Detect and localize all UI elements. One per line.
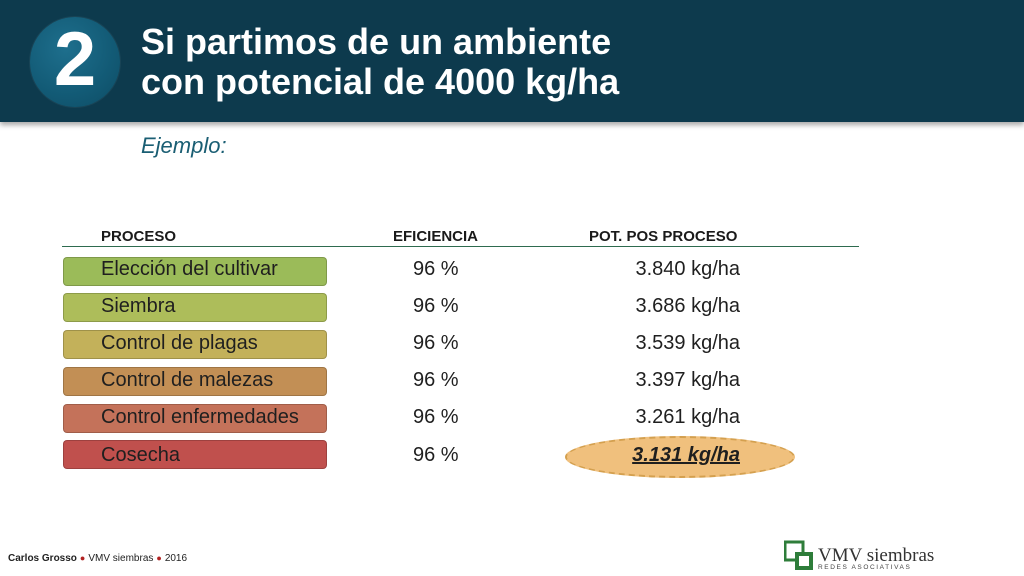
section-number: 2 [53, 17, 97, 102]
header-divider [62, 246, 859, 247]
row-2-pill [63, 293, 327, 322]
row-1-potencial: 3.840 kg/ha [635, 258, 740, 280]
title-bar: 2 Si partimos de un ambiente con potenci… [0, 0, 1024, 122]
header-eficiencia: EFICIENCIA [393, 228, 479, 245]
subtitle: Ejemplo: [141, 133, 227, 158]
row-5-proceso: Control enfermedades [101, 406, 299, 428]
header-potencial: POT. POS PROCESO [589, 228, 738, 245]
slide-title: Si partimos de un ambiente con potencial… [141, 22, 619, 102]
row-3-pill [63, 330, 327, 359]
row-3-potencial: 3.539 kg/ha [635, 332, 740, 354]
row-5-potencial: 3.261 kg/ha [635, 406, 740, 428]
row-4-potencial: 3.397 kg/ha [635, 369, 740, 391]
row-6-potencial: 3.131 kg/ha [632, 444, 740, 466]
footer-year: 2016 [164, 553, 188, 564]
row-4-eficiencia: 96 % [413, 369, 459, 391]
footer-credits: Carlos Grosso ● VMV siembras ● 2016 [8, 553, 187, 564]
row-2-proceso: Siembra [101, 295, 176, 317]
row-2-eficiencia: 96 % [413, 295, 459, 317]
vmv-logo-icon [784, 540, 813, 570]
footer-author: Carlos Grosso [8, 553, 77, 564]
logo-tagline: REDES ASOCIATIVAS [818, 564, 912, 571]
row-6-eficiencia: 96 % [413, 444, 459, 466]
row-1-pill [63, 257, 327, 286]
row-2-potencial: 3.686 kg/ha [635, 295, 740, 317]
slide-title-line-1: Si partimos de un ambiente [141, 21, 612, 62]
row-5-eficiencia: 96 % [413, 406, 459, 428]
section-number-badge: 2 [30, 17, 120, 107]
row-6-proceso: Cosecha [101, 444, 180, 466]
row-4-pill [63, 367, 327, 396]
footer-org: VMV siembras [88, 553, 154, 564]
row-5-pill [63, 404, 327, 433]
bullet-icon: ● [79, 553, 86, 563]
row-1-proceso: Elección del cultivar [101, 258, 278, 280]
bullet-icon: ● [156, 553, 162, 563]
logo-name: VMV siembras [818, 545, 935, 566]
slide-title-line-2: con potencial de 4000 kg/ha [141, 61, 620, 102]
row-6-pill [63, 440, 327, 469]
header-proceso: PROCESO [101, 228, 177, 245]
row-4-proceso: Control de malezas [101, 369, 274, 391]
final-result-highlight [565, 436, 795, 478]
row-3-eficiencia: 96 % [413, 332, 459, 354]
row-1-eficiencia: 96 % [413, 258, 459, 280]
row-3-proceso: Control de plagas [101, 332, 258, 354]
